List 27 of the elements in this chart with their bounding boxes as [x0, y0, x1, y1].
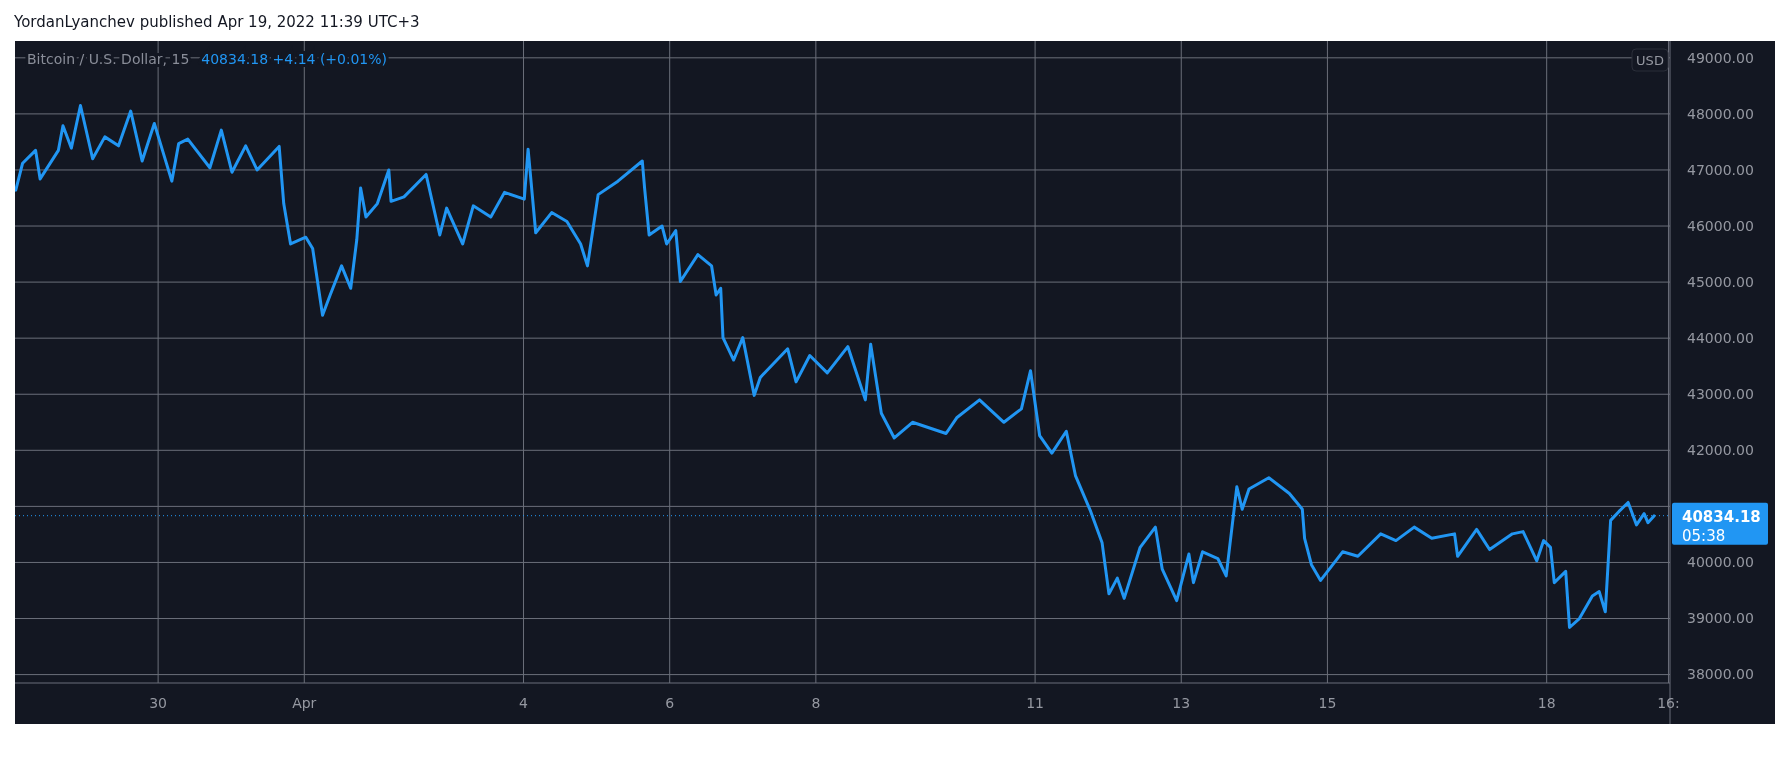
x-tick-label: 4	[519, 695, 529, 711]
y-tick-label: 38000.00	[1687, 666, 1754, 683]
x-tick-label: 30	[149, 695, 168, 711]
x-tick-label: 11	[1026, 695, 1045, 711]
y-tick-label: 47000.00	[1687, 161, 1754, 178]
x-tick-label: 8	[811, 695, 821, 711]
y-tick-label: 42000.00	[1687, 442, 1754, 459]
y-tick-label: 46000.00	[1687, 217, 1754, 234]
x-tick-label: Apr	[292, 695, 317, 711]
x-tick-label: 6	[665, 695, 675, 711]
text: Bitcoin / U.S. Dollar, 15	[27, 51, 190, 67]
y-tick-label: 44000.00	[1687, 330, 1754, 347]
text: YordanLyanchev published Apr 19, 2022 11:39 UTC+3	[13, 13, 420, 31]
x-tick-label: 16:	[1657, 695, 1680, 711]
text: 05:38	[1682, 526, 1726, 545]
y-tick-label: 43000.00	[1687, 386, 1754, 403]
x-tick-label: 18	[1537, 695, 1556, 711]
y-tick-label: 40000.00	[1687, 554, 1754, 571]
y-tick-label: 39000.00	[1687, 610, 1754, 627]
y-tick-label: 48000.00	[1687, 105, 1754, 122]
annotation: USD	[1636, 52, 1664, 68]
x-tick-label: 15	[1318, 695, 1337, 711]
ref-line-label: 40834.18	[1682, 507, 1761, 526]
text: 40834.18 +4.14 (+0.01%)	[201, 51, 388, 67]
y-tick-label: 49000.00	[1687, 49, 1754, 66]
x-tick-label: 13	[1172, 695, 1191, 711]
y-tick-label: 45000.00	[1687, 274, 1754, 290]
